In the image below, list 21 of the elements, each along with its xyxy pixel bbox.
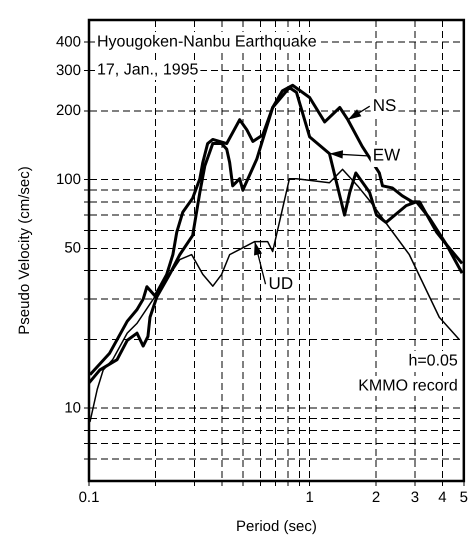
annotation: KMMO record: [358, 377, 458, 394]
y-tick-label: 10: [64, 399, 81, 416]
y-tick-label: 100: [56, 170, 81, 188]
annotation: 17, Jan., 1995: [97, 61, 199, 78]
x-tick-label: 2: [372, 489, 380, 506]
y-tick-label: 400: [56, 33, 81, 50]
y-axis-title: Pseudo Velocity (cm/sec): [16, 166, 34, 335]
x-tick-label: 0.1: [78, 489, 100, 506]
x-tick-label: 3: [410, 489, 420, 506]
y-tick-label: 200: [56, 102, 81, 120]
x-tick-label: 5: [460, 489, 468, 506]
annotation: h=0.05: [408, 352, 458, 370]
y-tick-label: 50: [64, 240, 81, 257]
x-tick-label: 1: [305, 489, 314, 506]
legend-label: EW: [372, 146, 400, 165]
x-tick-label: 4: [438, 489, 447, 506]
y-tick-label: 300: [56, 62, 81, 79]
annotation: Hyougoken-Nanbu Earthquake: [97, 33, 317, 50]
series-label: UD: [268, 274, 294, 293]
x-axis-title: Period (sec): [236, 518, 317, 536]
legend-label: NS: [372, 96, 396, 115]
